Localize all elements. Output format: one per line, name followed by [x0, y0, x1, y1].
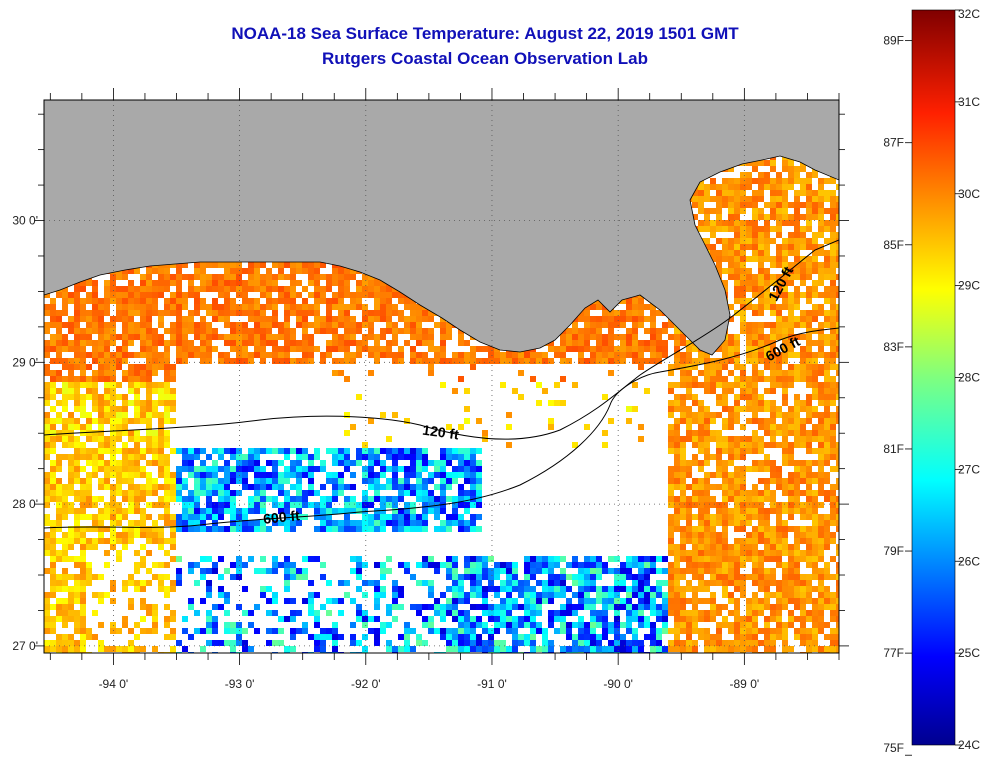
- axis-labels: -94 0' -93 0' -92 0' -91 0' -90 0' -89 0' 30 0…: [12, 214, 759, 691]
- map-frame: [43, 99, 840, 654]
- colorbar-fahrenheit-label: 81F: [883, 442, 904, 456]
- colorbar-fahrenheit-label: 83F: [883, 340, 904, 354]
- contour-label: 120 ft: [421, 422, 460, 443]
- colorbar-fahrenheit-label: 89F: [883, 34, 904, 48]
- colorbar-celsius-label: 30C: [958, 187, 980, 201]
- colorbar-fahrenheit-label: 77F: [883, 646, 904, 660]
- land-mass: [44, 100, 839, 356]
- colorbar-celsius-label: 24C: [958, 738, 980, 752]
- lon-tick-label: -90 0': [603, 677, 633, 691]
- lat-tick-label: 29 0': [12, 355, 38, 369]
- colorbar-celsius-label: 28C: [958, 371, 980, 385]
- contour-120ft: [44, 239, 839, 440]
- map-title: NOAA-18 Sea Surface Temperature: August …: [231, 24, 739, 43]
- colorbar: [911, 9, 956, 746]
- colorbar-celsius-label: 26C: [958, 554, 980, 568]
- lat-tick-label: 28 0': [12, 497, 38, 511]
- colorbar-fahrenheit-label: 85F: [883, 238, 904, 252]
- lat-tick-label: 27 0': [12, 639, 38, 653]
- lon-tick-label: -92 0': [351, 677, 381, 691]
- lon-tick-label: -94 0': [99, 677, 129, 691]
- lon-tick-label: -93 0': [225, 677, 255, 691]
- contour-label: 600 ft: [262, 507, 300, 527]
- lon-tick-label: -89 0': [730, 677, 760, 691]
- colorbar-fahrenheit-label: 79F: [883, 544, 904, 558]
- colorbar-celsius-label: 32C: [958, 7, 980, 21]
- colorbar-celsius-label: 27C: [958, 462, 980, 476]
- colorbar-fahrenheit-label: 87F: [883, 136, 904, 150]
- colorbar-celsius-label: 29C: [958, 279, 980, 293]
- colorbar-celsius-label: 25C: [958, 646, 980, 660]
- colorbar-fahrenheit-label: 75F: [883, 741, 904, 755]
- map-ticks: [34, 88, 849, 665]
- contour-600ft: [44, 327, 839, 529]
- map-grid: [44, 100, 839, 653]
- colorbar-celsius-label: 31C: [958, 95, 980, 109]
- colorbar-ticks: 32C 31C 30C 29C 28C 27C 26C 25C 24C 89F 87F 85F 83F 8…: [883, 7, 980, 756]
- lat-tick-label: 30 0': [12, 214, 38, 228]
- lon-tick-label: -91 0': [477, 677, 507, 691]
- map-subtitle: Rutgers Coastal Ocean Observation Lab: [322, 49, 648, 68]
